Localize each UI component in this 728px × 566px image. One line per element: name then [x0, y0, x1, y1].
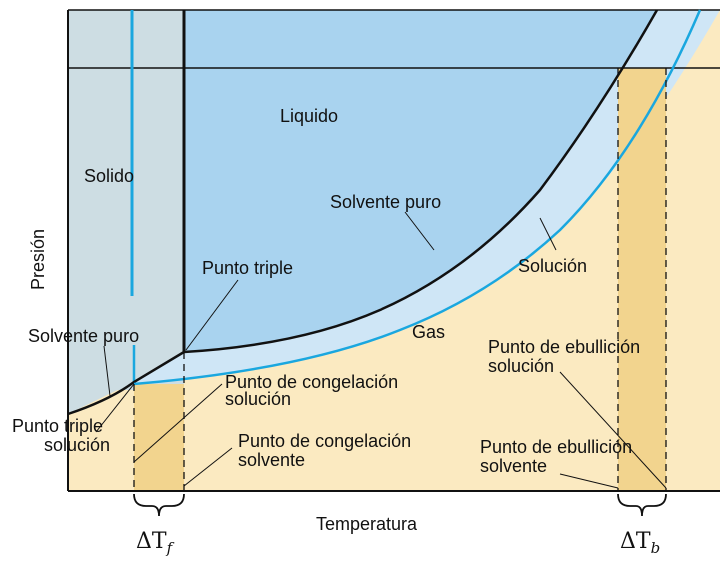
solution-shift-band [134, 10, 720, 384]
leader-triple-point [185, 279, 239, 351]
leader-freezing-solvent [183, 447, 233, 487]
solid-region [68, 10, 184, 390]
sublimation-curve-label: Solvente puro [28, 326, 139, 346]
region-gas-label: Gas [412, 322, 445, 342]
boiling-solution-label-1: Punto de ebullición [488, 337, 640, 357]
brace-delta-tb [617, 493, 667, 517]
leader-solvent-curve [404, 211, 435, 251]
region-solid-label: Solido [84, 166, 134, 186]
brace-delta-tf [133, 493, 185, 517]
x-axis-label: Temperatura [316, 514, 418, 534]
triple-point-label: Punto triple [202, 258, 293, 278]
solution-curve-label: Solución [518, 256, 587, 276]
delta-tf-label: ΔTf [136, 529, 175, 557]
triple-point-solution-label-2: solución [44, 435, 110, 455]
solvent-vapor-curve [183, 9, 659, 354]
solution-vapor-curve [133, 9, 702, 386]
freezing-solvent-label-1: Punto de congelación [238, 431, 411, 451]
leader-boiling-solvent [559, 473, 619, 489]
leader-freezing-solution [133, 383, 223, 463]
leader-sublimation [103, 345, 111, 397]
liquid-region [184, 10, 657, 352]
y-axis-label: Presión [28, 229, 48, 290]
leader-triple-solution [95, 383, 135, 433]
sublimation-curve [67, 350, 185, 416]
delta-tf-main: ΔT [136, 529, 167, 554]
region-liquid-label: Liquido [280, 106, 338, 126]
leader-boiling-solution [559, 371, 667, 489]
delta-tb-main: ΔT [620, 529, 651, 554]
leader-solution-curve [539, 217, 557, 251]
delta-tb-label: ΔTb [620, 529, 660, 557]
delta-tb-sub: b [651, 539, 661, 557]
boiling-solution-label-2: solución [488, 356, 554, 376]
freezing-solution-label-2: solución [225, 389, 291, 409]
freezing-solvent-label-2: solvente [238, 450, 305, 470]
triple-point-solution-label-1: Punto triple [12, 416, 103, 436]
boiling-solvent-label-2: solvente [480, 456, 547, 476]
solvent-curve-label: Solvente puro [330, 192, 441, 212]
delta-tf-band [134, 384, 184, 491]
solid-region-lower [68, 352, 184, 414]
delta-tb-band [618, 68, 666, 491]
boiling-solvent-label-1: Punto de ebullición [480, 437, 632, 457]
delta-tf-sub: f [166, 539, 175, 557]
freezing-solution-label-1: Punto de congelación [225, 372, 398, 392]
